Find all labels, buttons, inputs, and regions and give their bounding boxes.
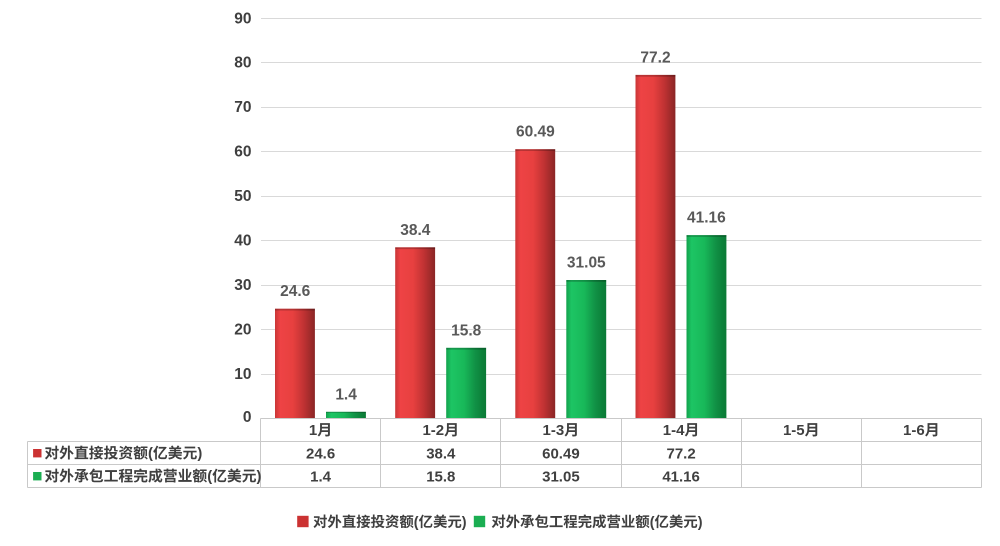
svg-text:1-6: 1-6 [903,422,925,439]
svg-text:1-3: 1-3 [543,422,565,439]
svg-text:1-5: 1-5 [783,422,805,439]
svg-text:38.4: 38.4 [426,445,456,462]
svg-text:90: 90 [234,10,251,27]
svg-text:24.6: 24.6 [306,445,335,462]
svg-text:40: 40 [234,233,251,250]
svg-text:80: 80 [234,55,251,72]
svg-text:77.2: 77.2 [640,49,670,66]
svg-text:(: ( [207,469,212,485]
svg-text:(: ( [414,515,419,531]
svg-text:24.6: 24.6 [280,283,311,300]
svg-text:31.05: 31.05 [567,255,606,272]
svg-text:10: 10 [234,366,251,383]
svg-text:20: 20 [234,321,251,338]
svg-text:38.4: 38.4 [400,222,431,239]
svg-text:0: 0 [243,409,252,426]
svg-text:15.8: 15.8 [426,468,455,485]
svg-text:): ) [197,446,202,462]
svg-text:(: ( [650,515,655,531]
svg-text:60.49: 60.49 [542,445,580,462]
svg-text:1-4: 1-4 [663,422,685,439]
svg-text:(: ( [148,446,153,462]
svg-text:70: 70 [234,99,251,116]
svg-text:): ) [462,515,467,531]
svg-text:60: 60 [234,144,251,161]
svg-text:31.05: 31.05 [542,468,580,485]
svg-text:): ) [257,469,262,485]
svg-text:50: 50 [234,188,251,205]
svg-text:41.16: 41.16 [687,210,726,227]
svg-text:41.16: 41.16 [662,468,700,485]
svg-text:15.8: 15.8 [451,322,482,339]
svg-text:30: 30 [234,277,251,294]
svg-text:1: 1 [309,422,317,439]
svg-text:1-2: 1-2 [422,422,444,439]
svg-text:): ) [698,515,703,531]
svg-text:60.49: 60.49 [516,124,555,141]
svg-text:1.4: 1.4 [335,386,357,403]
svg-text:1.4: 1.4 [310,468,332,485]
svg-text:77.2: 77.2 [666,445,695,462]
